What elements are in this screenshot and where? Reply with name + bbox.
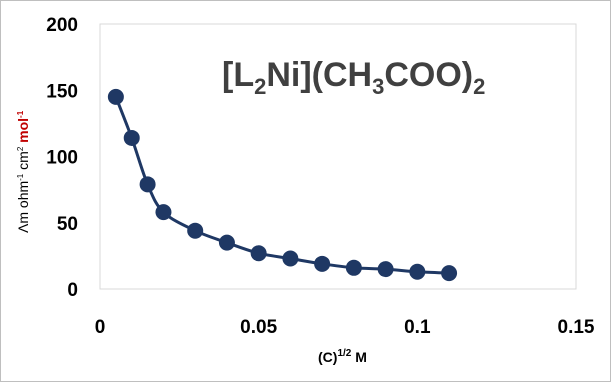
title-sub-2: 3: [372, 74, 384, 99]
title-sub-1: 2: [254, 74, 266, 99]
y-title-sup-1: -1: [16, 173, 25, 181]
x-tick-labels: 0 0.05 0.1 0.15: [95, 317, 595, 338]
data-point: [218, 234, 235, 251]
title-mid-2: COO): [384, 56, 473, 94]
data-point: [345, 259, 362, 276]
data-point: [155, 204, 172, 221]
y-title-sup-3: -1: [16, 110, 25, 118]
y-tick-label: 50: [57, 214, 78, 235]
data-point: [187, 222, 204, 239]
data-point: [123, 129, 140, 146]
x-tick-label: 0.05: [240, 317, 277, 338]
y-tick-label: 0: [67, 280, 78, 301]
y-tick-labels: 0 50 100 150 200: [46, 15, 78, 301]
series-markers: [107, 88, 458, 282]
y-title-a: Λm ohm: [15, 181, 31, 233]
x-tick-label: 0.1: [404, 317, 431, 338]
data-point: [377, 261, 394, 278]
y-title-sup-2: 2: [16, 146, 25, 151]
data-point: [441, 265, 458, 282]
data-point: [314, 255, 331, 272]
plot-area: [99, 23, 577, 290]
y-tick-label: 150: [46, 81, 78, 102]
title-open: [L: [222, 56, 254, 94]
data-point: [107, 88, 124, 105]
y-axis-title: Λm ohm-1 cm2 mol-1: [15, 110, 31, 233]
data-point: [282, 250, 299, 267]
x-tick-label: 0: [95, 317, 106, 338]
data-point: [250, 245, 267, 262]
x-title-unit: M: [351, 349, 367, 365]
x-tick-label: 0.15: [558, 317, 595, 338]
data-point: [139, 176, 156, 193]
x-title-sup: 1/2: [337, 348, 351, 359]
data-point: [409, 263, 426, 280]
y-tick-label: 200: [46, 15, 78, 36]
x-axis-title: (C)1/2 M: [318, 348, 367, 365]
y-title-b: cm: [15, 151, 31, 174]
y-title-c: mol: [15, 118, 31, 147]
x-title-base: (C): [318, 349, 337, 365]
y-tick-label: 100: [46, 148, 78, 169]
inset-title: [L2Ni](CH3COO)2: [222, 56, 485, 99]
title-sub-3: 2: [473, 74, 485, 99]
title-mid: Ni](CH: [266, 56, 372, 94]
